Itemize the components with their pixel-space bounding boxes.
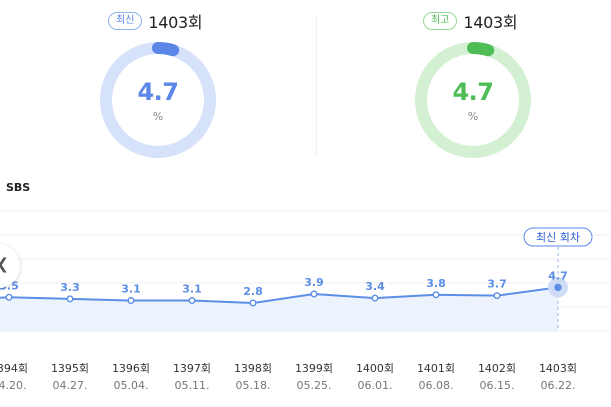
chevron-left-icon: ❮ bbox=[0, 255, 9, 273]
x-tick-date: 05.04. bbox=[114, 379, 149, 392]
data-point bbox=[310, 290, 318, 298]
data-label: 2.8 bbox=[243, 285, 263, 298]
data-point bbox=[432, 291, 440, 299]
best-rating-header: 최고 1403회 bbox=[423, 9, 518, 33]
x-tick-episode: 1403회 bbox=[539, 362, 577, 375]
best-rating-value: 4.7 bbox=[452, 78, 494, 106]
x-tick-episode: 1400회 bbox=[356, 362, 394, 375]
data-point bbox=[371, 294, 379, 302]
latest-rating-value: 4.7 bbox=[137, 78, 179, 106]
latest-rating-donut: 4.7 % bbox=[98, 40, 218, 160]
data-label: 3.4 bbox=[365, 280, 385, 293]
x-tick-date: 04.27. bbox=[53, 379, 88, 392]
latest-badge: 최신 bbox=[108, 12, 143, 30]
x-tick-episode: 1399회 bbox=[295, 362, 333, 375]
latest-rating-unit: % bbox=[152, 110, 164, 123]
latest-donut-fill bbox=[100, 42, 216, 158]
x-tick-date: 06.22. bbox=[541, 379, 576, 392]
panel-divider bbox=[316, 16, 317, 156]
x-tick-date: 05.18. bbox=[236, 379, 271, 392]
data-label: 3.3 bbox=[60, 281, 80, 294]
data-point bbox=[188, 297, 196, 305]
data-label: 3.7 bbox=[487, 278, 507, 291]
area-fill bbox=[9, 287, 558, 331]
ratings-trend-chart: 3.51394회04.20.3.31395회04.27.3.11396회05.0… bbox=[0, 210, 611, 392]
data-point bbox=[66, 295, 74, 303]
data-label: 4.7 bbox=[548, 269, 568, 282]
latest-rating-panel: 최신 1403회 4.7 % bbox=[60, 0, 260, 170]
x-tick-episode: 1402회 bbox=[478, 362, 516, 375]
chart-prev-button[interactable]: ❮ bbox=[0, 244, 20, 288]
data-label: 3.1 bbox=[121, 283, 141, 296]
x-tick-episode: 1397회 bbox=[173, 362, 211, 375]
latest-donut-graphic bbox=[100, 42, 216, 158]
x-tick-episode: 1394회 bbox=[0, 362, 28, 375]
best-badge: 최고 bbox=[423, 12, 458, 30]
data-point bbox=[249, 299, 257, 307]
data-point bbox=[493, 292, 501, 300]
x-tick-episode: 1396회 bbox=[112, 362, 150, 375]
x-tick-date: 06.15. bbox=[480, 379, 515, 392]
data-point bbox=[554, 283, 562, 292]
x-tick-episode: 1398회 bbox=[234, 362, 272, 375]
latest-episode: 1403회 bbox=[148, 13, 203, 32]
best-episode: 1403회 bbox=[463, 13, 518, 32]
latest-rating-header: 최신 1403회 bbox=[108, 9, 203, 33]
latest-episode-tag-label: 최신 회차 bbox=[536, 231, 580, 244]
x-tick-episode: 1401회 bbox=[417, 362, 455, 375]
best-rating-donut: 4.7 % bbox=[413, 40, 533, 160]
broadcaster-label: SBS bbox=[6, 181, 31, 194]
best-donut-fill bbox=[415, 42, 531, 158]
x-tick-date: 04.20. bbox=[0, 379, 27, 392]
data-point bbox=[5, 293, 13, 301]
data-point bbox=[127, 297, 135, 305]
data-label: 3.9 bbox=[304, 276, 324, 289]
best-rating-panel: 최고 1403회 4.7 % bbox=[375, 0, 575, 170]
x-tick-date: 06.01. bbox=[358, 379, 393, 392]
best-donut-graphic bbox=[415, 42, 531, 158]
area-fill-lead bbox=[0, 297, 9, 331]
x-tick-date: 05.11. bbox=[175, 379, 210, 392]
data-label: 3.1 bbox=[182, 283, 202, 296]
latest-episode-tag bbox=[523, 227, 593, 247]
x-tick-date: 06.08. bbox=[419, 379, 454, 392]
data-label: 3.8 bbox=[426, 277, 446, 290]
best-rating-unit: % bbox=[467, 110, 479, 123]
x-tick-date: 05.25. bbox=[297, 379, 332, 392]
x-tick-episode: 1395회 bbox=[51, 362, 89, 375]
